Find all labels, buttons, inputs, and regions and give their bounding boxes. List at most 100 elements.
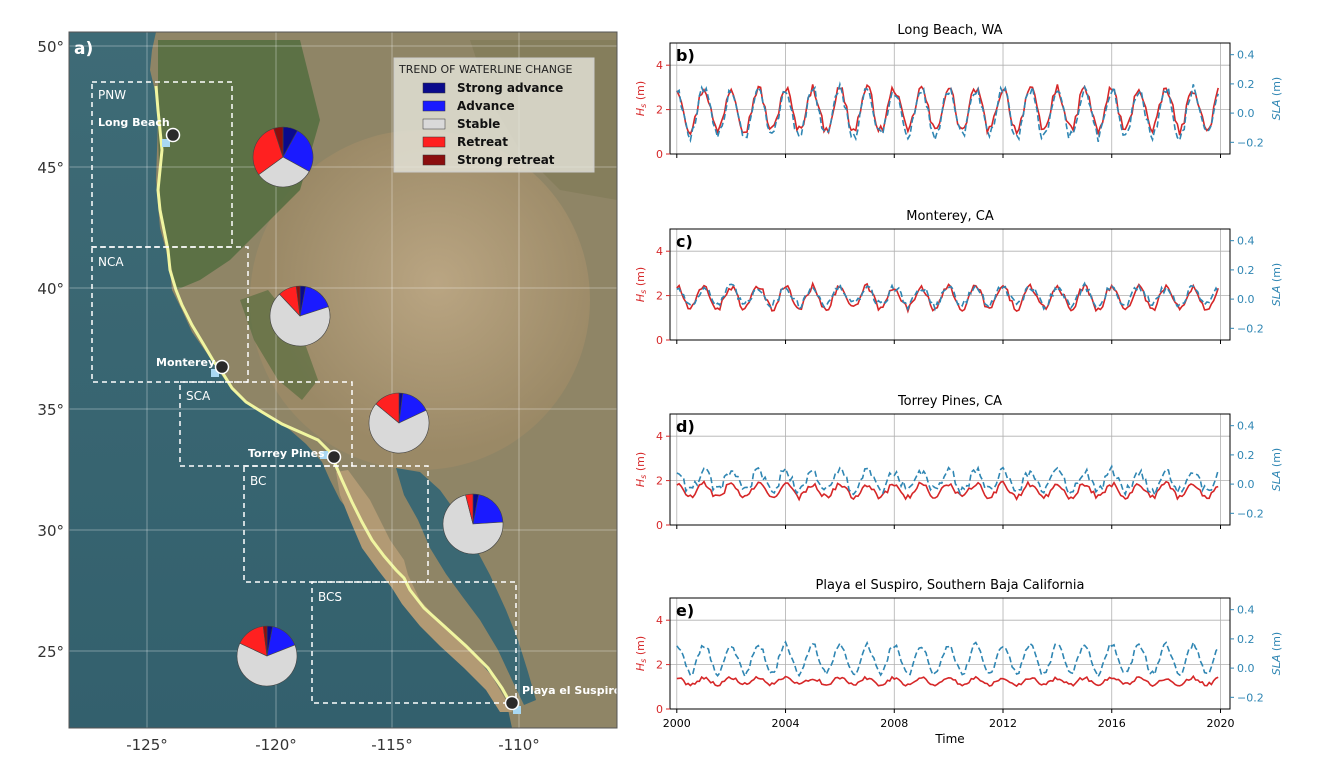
lat-tick-25: 25° bbox=[37, 643, 64, 661]
region-label-pnw: PNW bbox=[98, 88, 126, 102]
y-right-tick-label: 0.2 bbox=[1237, 264, 1255, 277]
series-line-sla-c bbox=[676, 281, 1219, 312]
lat-tick-45: 45° bbox=[37, 159, 64, 177]
x-tick-label: 2020 bbox=[1206, 717, 1234, 730]
legend-label-strong-retreat: Strong retreat bbox=[457, 153, 555, 167]
chart-panel-b: 0 2 4 −0.2 0.0 0.2 0.4 Long Beach, WA b) Hs (m) SL… bbox=[634, 23, 1283, 161]
y-left-tick-label: 4 bbox=[656, 59, 663, 72]
y-left-tick-label: 0 bbox=[656, 334, 663, 347]
pie-chart-bcs bbox=[236, 625, 298, 687]
pie-slice-bc-advance bbox=[472, 494, 504, 525]
y-right-tick-label: −0.2 bbox=[1237, 322, 1264, 335]
legend-label-stable: Stable bbox=[457, 117, 500, 131]
legend-swatch-strong-retreat bbox=[422, 154, 446, 166]
site-label-torrey-pines: Torrey Pines bbox=[248, 447, 325, 460]
legend-box bbox=[393, 57, 595, 173]
series-line-hs-e bbox=[676, 674, 1219, 688]
y-left-tick-label: 2 bbox=[656, 475, 663, 488]
series-line-sla-e bbox=[676, 639, 1219, 679]
y-axis-label-right: SLA (m) bbox=[1270, 77, 1283, 120]
plot-frame-b bbox=[669, 42, 1231, 155]
y-right-tick-label: 0.0 bbox=[1237, 107, 1255, 120]
y-axis-label-left: Hs (m) bbox=[634, 81, 648, 116]
plot-frame-c bbox=[669, 228, 1231, 341]
plot-frame-e bbox=[669, 597, 1231, 710]
chart-title-e: Playa el Suspiro, Southern Baja Californ… bbox=[816, 578, 1085, 593]
region-box-nca bbox=[91, 246, 249, 383]
chart-title-d: Torrey Pines, CA bbox=[897, 394, 1002, 409]
y-right-tick-label: 0.4 bbox=[1237, 604, 1255, 617]
panel-label-a: a) bbox=[74, 39, 93, 59]
site-marker-playa-el-suspiro bbox=[504, 695, 520, 711]
desert-region bbox=[250, 130, 590, 470]
pie-slice-pnw-advance bbox=[282, 130, 314, 172]
series-line-hs-c bbox=[676, 281, 1219, 314]
y-left-tick-label: 0 bbox=[656, 148, 663, 161]
pie-chart-pnw bbox=[252, 126, 314, 188]
y-axis-label-right: SLA (m) bbox=[1270, 632, 1283, 675]
lat-tick-30: 30° bbox=[37, 522, 64, 540]
region-label-nca: NCA bbox=[98, 255, 124, 269]
northwest-forest bbox=[158, 40, 320, 290]
y-right-tick-label: −0.2 bbox=[1237, 136, 1264, 149]
pie-slice-nca-stable bbox=[269, 293, 331, 347]
site-marker-monterey bbox=[214, 359, 230, 375]
y-axis-label-right: SLA (m) bbox=[1270, 263, 1283, 306]
lon-tick-125: -125° bbox=[126, 736, 168, 754]
site-label-long-beach: Long Beach bbox=[98, 116, 170, 129]
y-left-tick-label: 0 bbox=[656, 519, 663, 532]
y-left-tick-label: 0 bbox=[656, 703, 663, 716]
x-axis-label: Time bbox=[934, 732, 964, 746]
chart-panel-e: 2000 2004 2008 2012 2016 2020 0 2 4 −0.2 0.0 0.2 0.4… bbox=[634, 578, 1283, 746]
plot-frame-d bbox=[669, 413, 1231, 526]
pie-slice-bc-retreat bbox=[465, 493, 474, 525]
panel-label-e: e) bbox=[676, 601, 694, 620]
lat-tick-50: 50° bbox=[37, 38, 64, 56]
pie-slice-bcs-strong-retreat bbox=[262, 625, 268, 657]
lon-tick-110: -110° bbox=[498, 736, 540, 754]
y-right-tick-label: 0.0 bbox=[1237, 293, 1255, 306]
y-right-tick-label: 0.2 bbox=[1237, 633, 1255, 646]
map-frame bbox=[68, 31, 618, 729]
panel-label-c: c) bbox=[676, 232, 693, 251]
pie-chart-nca bbox=[269, 285, 331, 347]
y-right-tick-label: 0.2 bbox=[1237, 449, 1255, 462]
pie-slice-pnw-strong-retreat bbox=[273, 126, 284, 158]
site-square-long-beach bbox=[162, 139, 170, 147]
site-label-playa-el-suspiro: Playa el Suspiro bbox=[522, 684, 622, 697]
coastline bbox=[154, 85, 514, 707]
y-left-tick-label: 2 bbox=[656, 290, 663, 303]
site-square-playa-el-suspiro bbox=[513, 706, 521, 714]
pie-slice-pnw-retreat bbox=[252, 128, 284, 176]
y-right-tick-label: 0.4 bbox=[1237, 235, 1255, 248]
panel-label-b: b) bbox=[676, 46, 695, 65]
pie-slice-bcs-stable bbox=[236, 642, 298, 687]
lon-tick-120: -120° bbox=[255, 736, 297, 754]
series-line-sla-b bbox=[676, 81, 1219, 144]
panel-label-d: d) bbox=[676, 417, 695, 436]
series-line-sla-d bbox=[676, 464, 1219, 498]
region-label-bcs: BCS bbox=[318, 590, 342, 604]
pie-slice-nca-strong-retreat bbox=[295, 285, 301, 317]
legend-swatch-strong-advance bbox=[422, 82, 446, 94]
baja-peninsula bbox=[336, 470, 512, 712]
x-tick-label: 2008 bbox=[880, 717, 908, 730]
legend-label-advance: Advance bbox=[457, 99, 515, 113]
site-marker-long-beach bbox=[165, 127, 181, 143]
legend-label-strong-advance: Strong advance bbox=[457, 81, 563, 95]
map-panel: PNW NCA SCA BC BCS Long Beach Monterey T… bbox=[37, 31, 622, 754]
y-left-tick-label: 2 bbox=[656, 104, 663, 117]
chart-title-c: Monterey, CA bbox=[906, 209, 994, 224]
chart-panel-d: 0 2 4 −0.2 0.0 0.2 0.4 Torrey Pines, CA d) Hs (m)… bbox=[634, 394, 1283, 532]
region-boxes bbox=[91, 81, 517, 704]
region-label-bc: BC bbox=[250, 474, 266, 488]
legend-swatch-stable bbox=[422, 118, 446, 130]
series-line-hs-d bbox=[676, 480, 1219, 502]
y-left-tick-label: 4 bbox=[656, 614, 663, 627]
y-left-tick-label: 2 bbox=[656, 659, 663, 672]
site-label-monterey: Monterey bbox=[156, 356, 215, 369]
pie-slice-bc-stable bbox=[442, 494, 504, 555]
chart-title-b: Long Beach, WA bbox=[897, 23, 1002, 38]
site-marker-torrey-pines bbox=[326, 449, 342, 465]
